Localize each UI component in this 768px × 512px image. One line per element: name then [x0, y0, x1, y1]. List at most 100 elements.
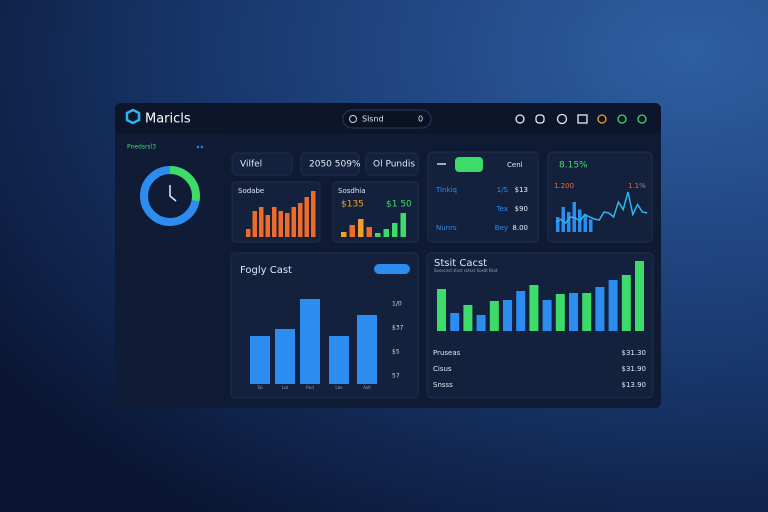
task-cell: 8.00	[512, 224, 528, 232]
bar	[567, 212, 571, 232]
search-icon	[349, 115, 357, 123]
icon-leaf[interactable]	[617, 114, 627, 124]
bar	[450, 313, 460, 331]
bar	[300, 299, 320, 384]
icon-user[interactable]	[556, 113, 568, 125]
task-cell: $13	[515, 186, 528, 194]
icon-box[interactable]	[577, 114, 588, 124]
x-tick-label: Lbe	[335, 385, 343, 390]
toggle-button[interactable]	[455, 157, 483, 172]
forecast-title: Fogly Cast	[240, 265, 292, 276]
cost-value: $13.90	[622, 381, 647, 389]
cost-label: Cisus	[433, 365, 452, 373]
icon-search[interactable]	[515, 114, 525, 124]
bar	[489, 301, 499, 331]
bar	[341, 232, 347, 237]
x-tick-label: Aolt	[363, 385, 371, 390]
stat-card	[365, 152, 419, 176]
bar	[529, 285, 539, 331]
bar	[392, 223, 398, 237]
bar	[516, 291, 526, 331]
bar	[265, 215, 270, 237]
costs-card	[426, 252, 654, 399]
cost-label: Pruseas	[433, 349, 461, 357]
bar	[476, 315, 486, 331]
sidebar-arrows[interactable]: ◂ ▸	[196, 144, 204, 151]
task-cell: Tinkiq	[435, 186, 457, 194]
trend-label: 1.1%	[628, 182, 646, 190]
cost-value: $31.30	[622, 349, 647, 357]
spend-title: Sosdhia	[338, 187, 366, 195]
bar	[583, 214, 587, 232]
trend-line	[555, 191, 648, 225]
sidebar	[115, 134, 222, 408]
bar	[357, 315, 377, 384]
search-count: 0	[418, 115, 423, 124]
task-cell: $90	[515, 205, 528, 213]
forecast-button[interactable]	[374, 264, 410, 274]
bar	[437, 289, 446, 331]
bar	[569, 293, 578, 331]
bar	[250, 336, 270, 384]
bar	[635, 261, 644, 331]
bar	[275, 329, 295, 384]
costs-title: Stsit Cacst	[434, 258, 487, 269]
bar	[383, 229, 389, 237]
search-text: Slsnd	[362, 115, 384, 124]
x-tick-label: Tal	[256, 385, 262, 390]
sales-title: Sodabe	[238, 187, 264, 195]
tasks-label: Cenl	[507, 161, 523, 169]
bar	[503, 300, 512, 331]
bar	[556, 217, 560, 232]
y-tick-label: $5	[392, 349, 400, 356]
bar	[555, 294, 565, 331]
bar	[366, 227, 372, 237]
bar	[349, 225, 355, 237]
stat-card	[300, 152, 360, 176]
stat-label: 2050 509%	[309, 160, 361, 170]
costs-subtitle: Sosocnst stsst sstsst Sosdt Bsst	[434, 268, 498, 273]
bar	[582, 293, 592, 331]
bar	[311, 191, 316, 237]
bar	[589, 219, 593, 232]
bar	[246, 229, 251, 237]
bar	[572, 202, 576, 232]
spend-label: $135	[341, 200, 364, 210]
bar	[278, 211, 283, 237]
x-tick-label: Lot	[282, 385, 289, 390]
bar	[285, 213, 290, 237]
cost-label: Snsss	[433, 381, 453, 389]
bar	[463, 305, 473, 331]
y-tick-label: $37	[392, 325, 404, 332]
icon-settings[interactable]	[637, 114, 647, 124]
spend-label: $1 50	[386, 200, 412, 210]
logo-icon	[125, 108, 141, 125]
stat-label: Vilfel	[240, 160, 262, 170]
search-box[interactable]	[342, 109, 432, 129]
x-tick-label: Rnd	[306, 385, 314, 390]
task-cell: Bey	[495, 224, 508, 232]
bar	[608, 280, 618, 331]
tasks-card	[427, 151, 539, 243]
task-cell: Nunrs	[436, 224, 457, 232]
clock-hands	[169, 185, 177, 202]
donut-segment	[140, 166, 200, 226]
icon-bell[interactable]	[535, 114, 545, 124]
icon-alert[interactable]	[597, 114, 607, 124]
bar	[291, 207, 296, 237]
trend-value: 8.15%	[559, 161, 588, 171]
task-cell: Tex	[496, 205, 508, 213]
y-tick-label: 57	[392, 373, 400, 380]
bar	[304, 197, 309, 237]
bar	[252, 211, 257, 237]
bar	[358, 219, 364, 237]
bar	[561, 207, 565, 232]
sidebar-label: Pnedsrsl3	[127, 144, 156, 151]
task-cell: 1/S	[497, 186, 509, 194]
bar	[542, 300, 552, 331]
bar	[298, 203, 303, 237]
stat-label: Ol Pundis	[373, 160, 415, 170]
cost-value: $31.90	[622, 365, 647, 373]
bar	[272, 207, 277, 237]
